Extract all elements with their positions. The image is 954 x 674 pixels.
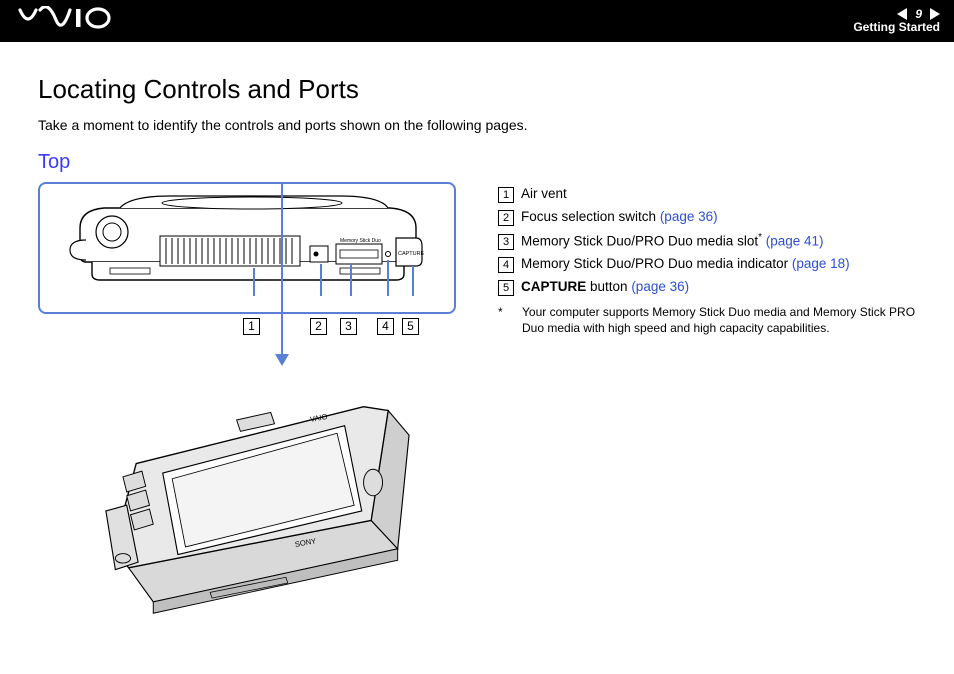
vaio-logo bbox=[18, 6, 118, 36]
svg-text:Memory Stick Duo: Memory Stick Duo bbox=[340, 238, 381, 244]
legend-link-5[interactable]: (page 36) bbox=[631, 279, 689, 294]
legend-text-1: Air vent bbox=[521, 184, 567, 205]
legend-text-5: button bbox=[586, 279, 631, 294]
connector-arrow-icon bbox=[38, 336, 468, 370]
legend-num-3: 3 bbox=[498, 234, 514, 250]
legend-text-3: Memory Stick Duo/PRO Duo media slot bbox=[521, 233, 758, 248]
page-title: Locating Controls and Ports bbox=[38, 74, 916, 105]
legend-num-4: 4 bbox=[498, 257, 514, 273]
callout-box-4: 4 bbox=[377, 318, 394, 335]
callout-box-1: 1 bbox=[243, 318, 260, 335]
callout-box-2: 2 bbox=[310, 318, 327, 335]
legend-num-5: 5 bbox=[498, 280, 514, 296]
legend-num-2: 2 bbox=[498, 210, 514, 226]
device-top-view-icon: Memory Stick Duo CAPTURE bbox=[40, 184, 454, 312]
diagram-column: Memory Stick Duo CAPTURE bbox=[38, 182, 468, 627]
callout-box-5: 5 bbox=[402, 318, 419, 335]
subhead-top: Top bbox=[38, 151, 916, 174]
legend-item-4: 4 Memory Stick Duo/PRO Duo media indicat… bbox=[498, 254, 916, 275]
legend-bold-5: CAPTURE bbox=[521, 279, 586, 294]
legend-link-3[interactable]: (page 41) bbox=[762, 233, 824, 248]
header-right: 9 Getting Started bbox=[853, 8, 940, 34]
device-perspective-icon: VAIO SONY bbox=[68, 362, 428, 622]
legend-text-2: Focus selection switch bbox=[521, 209, 660, 224]
page-content: Locating Controls and Ports Take a momen… bbox=[0, 42, 954, 627]
legend-item-2: 2 Focus selection switch (page 36) bbox=[498, 207, 916, 228]
legend-item-1: 1 Air vent bbox=[498, 184, 916, 205]
footnote-marker: * bbox=[498, 304, 506, 336]
legend-link-2[interactable]: (page 36) bbox=[660, 209, 718, 224]
legend-column: 1 Air vent 2 Focus selection switch (pag… bbox=[498, 182, 916, 336]
svg-text:CAPTURE: CAPTURE bbox=[398, 251, 425, 257]
section-label: Getting Started bbox=[853, 21, 940, 34]
footnote-text: Your computer supports Memory Stick Duo … bbox=[522, 304, 916, 336]
legend-item-5: 5 CAPTURE button (page 36) bbox=[498, 277, 916, 298]
next-page-arrow-icon[interactable] bbox=[930, 8, 940, 20]
legend-text-4: Memory Stick Duo/PRO Duo media indicator bbox=[521, 256, 792, 271]
header-bar: 9 Getting Started bbox=[0, 0, 954, 42]
legend-link-4[interactable]: (page 18) bbox=[792, 256, 850, 271]
legend-item-3: 3 Memory Stick Duo/PRO Duo media slot* (… bbox=[498, 230, 916, 252]
callout-box-3: 3 bbox=[340, 318, 357, 335]
prev-page-arrow-icon[interactable] bbox=[897, 8, 907, 20]
footnote: * Your computer supports Memory Stick Du… bbox=[498, 304, 916, 336]
top-view-frame: Memory Stick Duo CAPTURE bbox=[38, 182, 456, 314]
legend-num-1: 1 bbox=[498, 187, 514, 203]
intro-text: Take a moment to identify the controls a… bbox=[38, 117, 916, 133]
